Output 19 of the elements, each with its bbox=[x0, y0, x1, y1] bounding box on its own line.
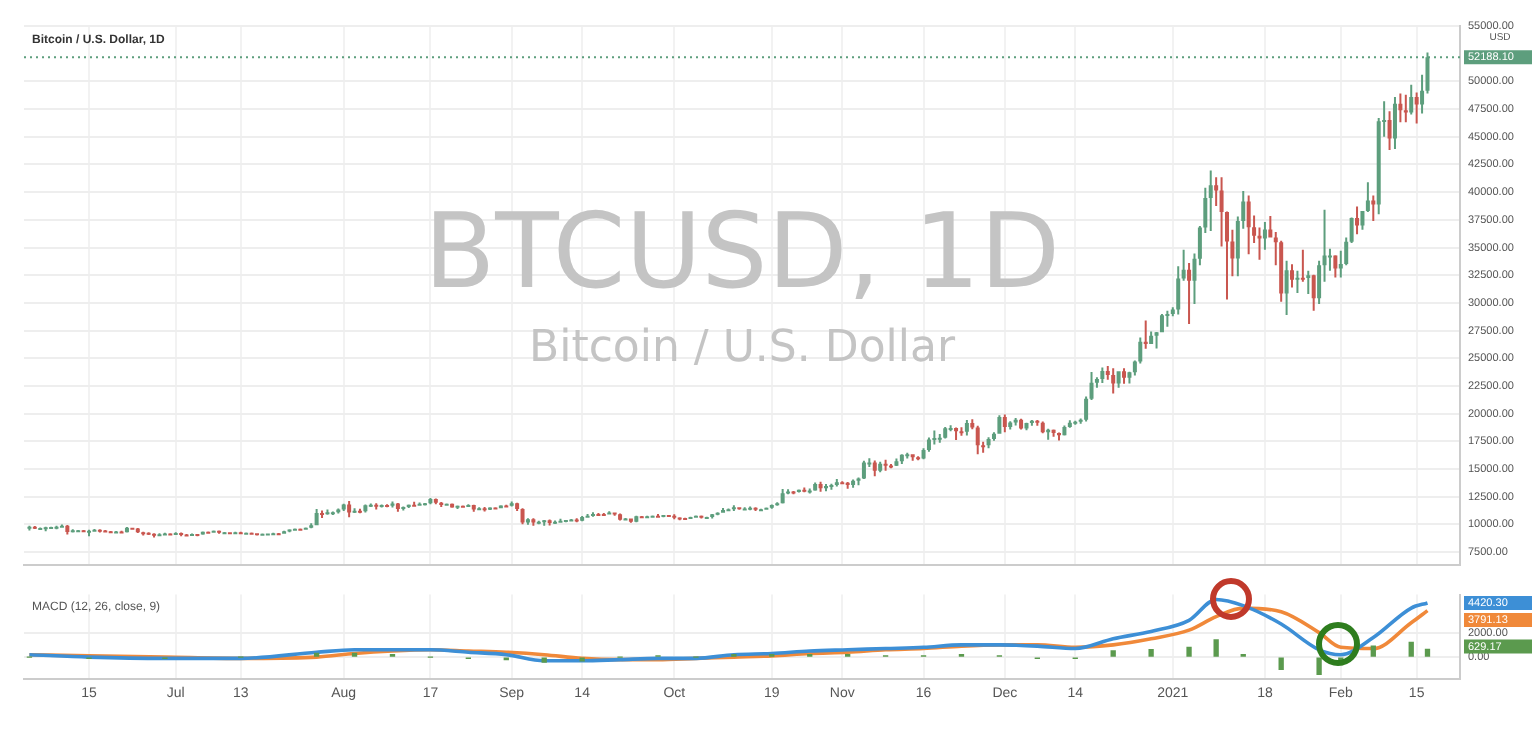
bar bbox=[1213, 639, 1219, 657]
candlestick bbox=[1143, 320, 1148, 349]
bar bbox=[1278, 657, 1284, 671]
annotation: Bitcoin / U.S. Dollar bbox=[528, 323, 957, 374]
bar bbox=[1424, 648, 1431, 657]
candlestick bbox=[1165, 310, 1170, 327]
bar bbox=[541, 657, 547, 663]
bar bbox=[1186, 646, 1192, 657]
bar bbox=[1408, 641, 1414, 657]
candlestick bbox=[1403, 94, 1408, 123]
annotation: BTCUSD, 1D bbox=[424, 193, 1060, 314]
candlestick bbox=[1295, 270, 1300, 293]
candlestick bbox=[1306, 270, 1311, 295]
bar bbox=[1316, 657, 1322, 675]
bar bbox=[1148, 649, 1154, 657]
candlestick bbox=[1300, 249, 1305, 282]
candlestick bbox=[1371, 195, 1376, 221]
bar bbox=[1110, 650, 1116, 657]
bar bbox=[1370, 645, 1376, 657]
